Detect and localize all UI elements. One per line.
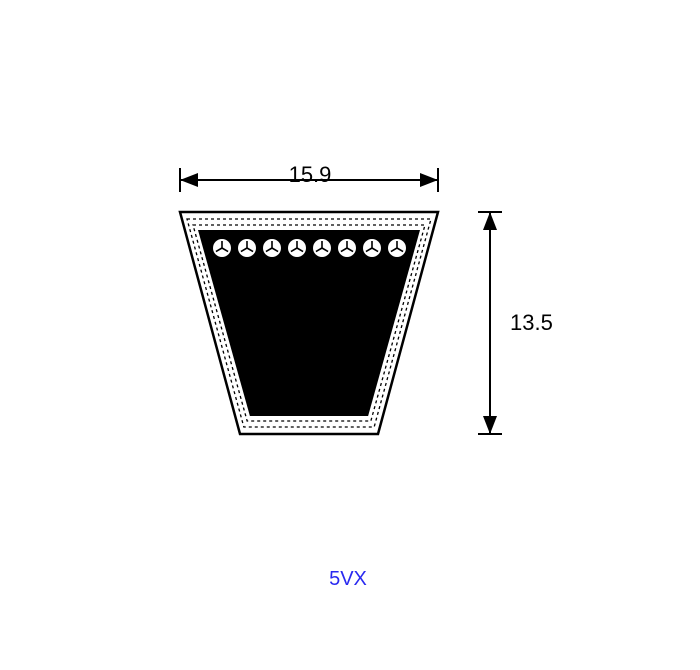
arrow-up-icon: [483, 212, 497, 230]
tensile-cord-icon: [288, 239, 306, 257]
belt-body: [198, 230, 420, 416]
height-dimension-label: 13.5: [510, 310, 570, 336]
tensile-cord-icon: [238, 239, 256, 257]
tensile-cord-icon: [338, 239, 356, 257]
arrow-right-icon: [420, 173, 438, 187]
tensile-cord-icon: [313, 239, 331, 257]
tensile-cord-icon: [388, 239, 406, 257]
diagram-container: 15.9 13.5 5VX: [0, 0, 700, 670]
width-dimension-label: 15.9: [280, 162, 340, 188]
arrow-down-icon: [483, 416, 497, 434]
tensile-cord-icon: [213, 239, 231, 257]
arrow-left-icon: [180, 173, 198, 187]
model-label: 5VX: [308, 568, 388, 591]
tensile-cord-icon: [263, 239, 281, 257]
tensile-cord-icon: [363, 239, 381, 257]
